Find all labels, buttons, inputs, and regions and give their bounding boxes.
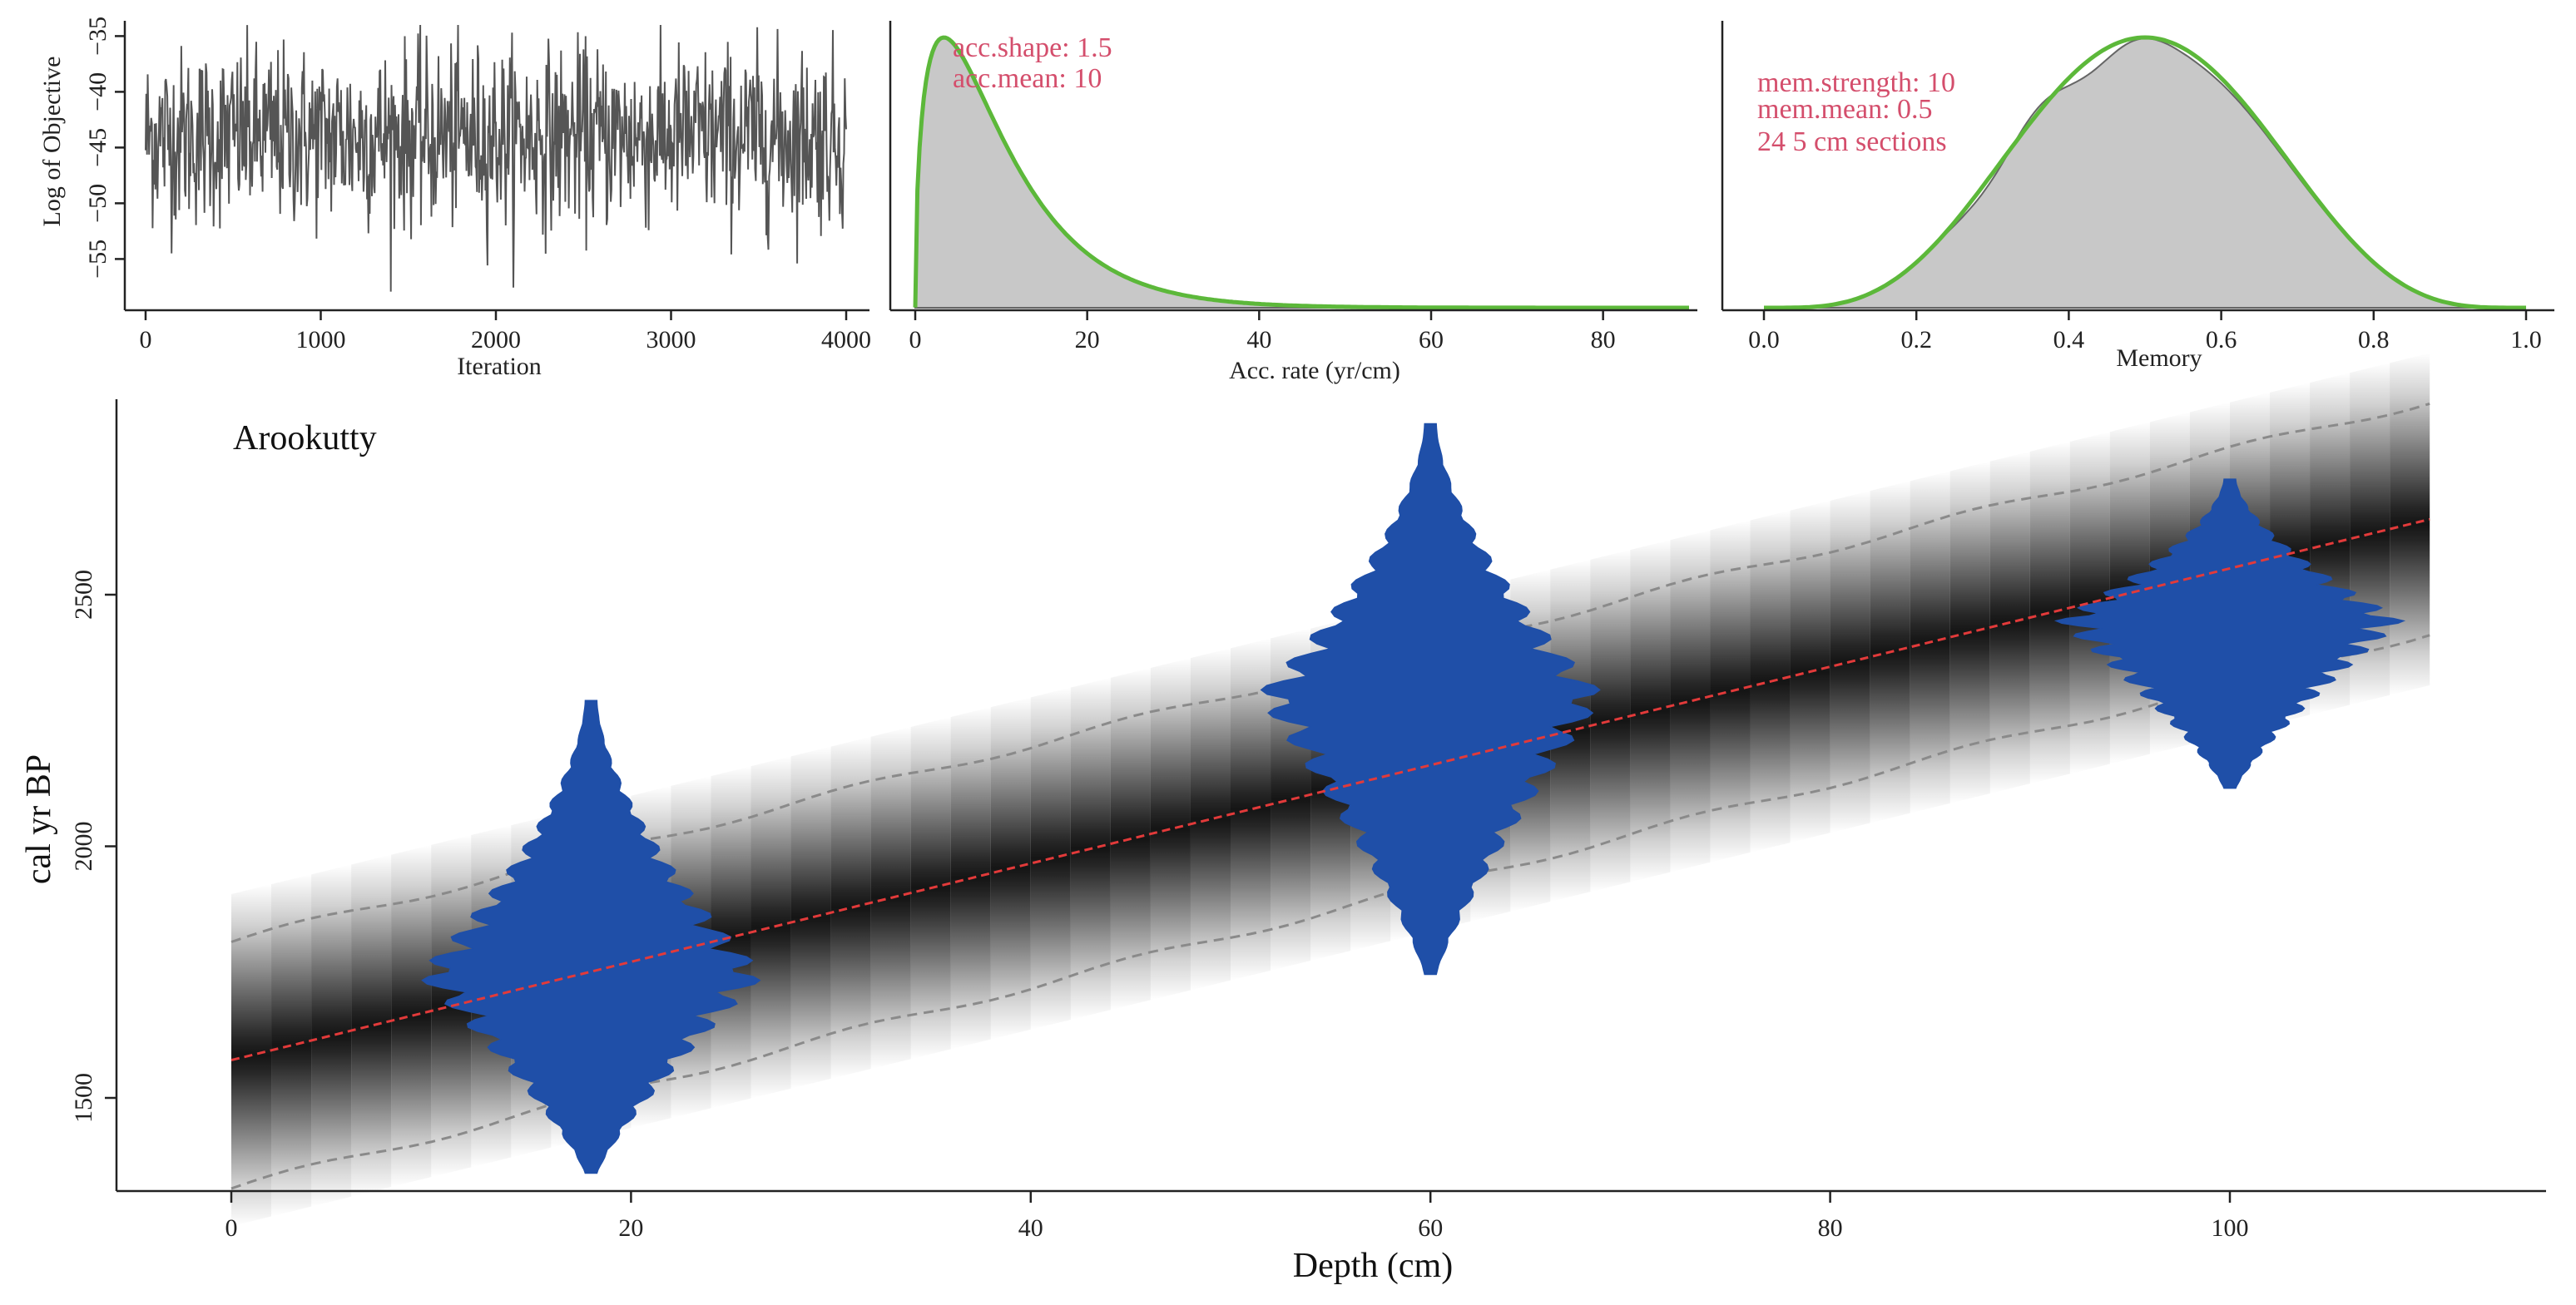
band-strip bbox=[1231, 638, 1271, 981]
mean-age-line bbox=[230, 517, 2430, 1062]
calibrated-date-violin bbox=[1260, 423, 1601, 976]
band-strip bbox=[311, 864, 352, 1207]
memory-x-tick-label: 1.0 bbox=[2510, 326, 2542, 353]
band-strip bbox=[1710, 520, 1751, 863]
calibrated-dates bbox=[421, 423, 2406, 1174]
band-strip bbox=[830, 736, 871, 1079]
age-x-ticks: 0 20 40 60 80 100 bbox=[225, 1191, 2249, 1242]
age-x-tick-label: 20 bbox=[618, 1214, 643, 1242]
trace-y-ticks: −55 −50 −45 −40 −35 bbox=[84, 17, 125, 279]
trace-y-tick-label: −45 bbox=[84, 128, 111, 167]
trace-x-tick-label: 3000 bbox=[646, 326, 696, 353]
age-x-tick-label: 40 bbox=[1018, 1214, 1043, 1242]
acc-x-tick-label: 80 bbox=[1591, 326, 1616, 353]
age-y-ticks: 1500 2000 2500 bbox=[70, 570, 116, 1123]
band-strip bbox=[271, 874, 312, 1217]
memory-x-label: Memory bbox=[2116, 344, 2202, 372]
memory-x-tick-label: 0.4 bbox=[2053, 326, 2085, 353]
trace-y-tick-label: −50 bbox=[84, 184, 111, 223]
band-strip bbox=[1630, 540, 1671, 882]
acc-x-label: Acc. rate (yr/cm) bbox=[1229, 357, 1400, 384]
acc-panel: 0 20 40 60 80 Acc. rate (yr/cm) acc.shape: 1… bbox=[889, 21, 1697, 384]
acc-x-tick-label: 60 bbox=[1419, 326, 1444, 353]
acc-shape-annotation: acc.shape: 1.5 bbox=[953, 32, 1112, 63]
acc-prior-curve bbox=[913, 35, 1689, 310]
band-strip bbox=[1150, 658, 1191, 1001]
age-y-tick-label: 2500 bbox=[70, 570, 97, 620]
age-y-tick-label: 2000 bbox=[70, 822, 97, 872]
age-depth-panel: 0 20 40 60 80 100 1500 2000 2500 Depth (cm) cal… bbox=[20, 353, 2546, 1285]
memory-x-tick-label: 0.8 bbox=[2358, 326, 2390, 353]
acc-x-tick-label: 20 bbox=[1075, 326, 1100, 353]
trace-y-tick-label: −40 bbox=[84, 72, 111, 111]
lower-bound-line bbox=[230, 634, 2430, 1190]
calibrated-date-violin bbox=[2053, 478, 2406, 789]
trace-y-label: Log of Objective bbox=[38, 57, 66, 227]
band-strip bbox=[2069, 432, 2110, 774]
acc-x-tick-label: 40 bbox=[1246, 326, 1271, 353]
acc-x-ticks: 0 20 40 60 80 bbox=[909, 310, 1616, 353]
acc-mean-annotation: acc.mean: 10 bbox=[953, 63, 1102, 94]
trace-x-tick-label: 1000 bbox=[296, 326, 346, 353]
age-x-label: Depth (cm) bbox=[1293, 1247, 1453, 1285]
trace-x-ticks: 0 1000 2000 3000 4000 bbox=[140, 310, 871, 353]
memory-x-ticks: 0.0 0.2 0.4 0.6 0.8 1.0 bbox=[1748, 310, 2542, 353]
trace-panel: 0 1000 2000 3000 4000 −55 −50 −45 −40 −35 Iterat… bbox=[38, 17, 871, 380]
band-strip bbox=[1670, 530, 1711, 872]
mem-mean-annotation: mem.mean: 0.5 bbox=[1757, 94, 1933, 125]
trace-x-tick-label: 0 bbox=[140, 326, 152, 353]
band-strip bbox=[391, 844, 432, 1187]
trace-y-tick-label: −55 bbox=[84, 240, 111, 279]
band-strip bbox=[751, 756, 791, 1099]
age-x-tick-label: 60 bbox=[1418, 1214, 1443, 1242]
age-x-tick-label: 0 bbox=[225, 1214, 238, 1242]
trace-x-tick-label: 4000 bbox=[821, 326, 871, 353]
band-strip bbox=[1590, 550, 1631, 892]
site-title: Arookutty bbox=[233, 419, 377, 457]
trace-x-tick-label: 2000 bbox=[471, 326, 521, 353]
memory-panel: 0.0 0.2 0.4 0.6 0.8 1.0 Memory mem.strength: … bbox=[1721, 21, 2554, 372]
age-x-tick-label: 100 bbox=[2212, 1214, 2249, 1242]
trace-y-tick-label: −35 bbox=[84, 17, 111, 56]
trace-x-label: Iteration bbox=[457, 353, 542, 380]
band-strip bbox=[1190, 648, 1231, 991]
memory-prior-curve bbox=[1764, 35, 2526, 310]
age-x-tick-label: 80 bbox=[1818, 1214, 1843, 1242]
memory-x-tick-label: 0.0 bbox=[1748, 326, 1780, 353]
band-strip bbox=[790, 746, 831, 1089]
trace-series bbox=[145, 24, 847, 292]
calibrated-date-violin bbox=[421, 699, 761, 1174]
band-strip bbox=[2029, 442, 2070, 784]
band-strip bbox=[351, 854, 392, 1197]
mem-strength-annotation: mem.strength: 10 bbox=[1757, 67, 1955, 98]
age-y-tick-label: 1500 bbox=[70, 1073, 97, 1123]
memory-x-tick-label: 0.6 bbox=[2206, 326, 2237, 353]
memory-x-tick-label: 0.2 bbox=[1900, 326, 1932, 353]
age-y-label: cal yr BP bbox=[20, 754, 58, 884]
acc-x-tick-label: 0 bbox=[909, 326, 922, 353]
sections-annotation: 24 5 cm sections bbox=[1757, 126, 1947, 157]
